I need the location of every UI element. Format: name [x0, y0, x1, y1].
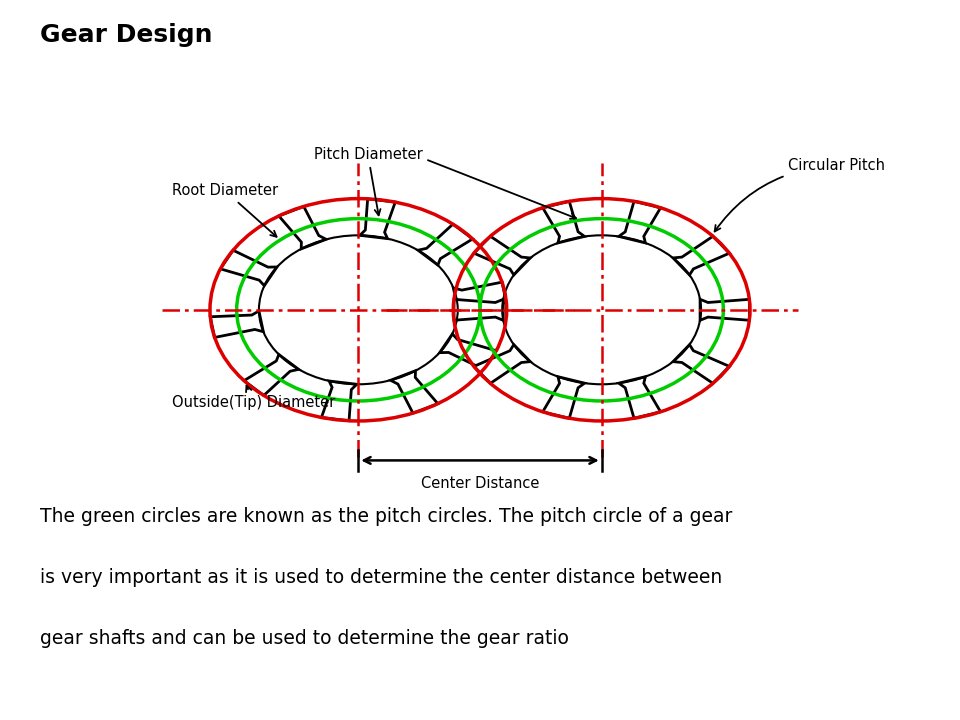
Circle shape: [502, 235, 701, 384]
Circle shape: [207, 197, 510, 423]
Text: Outside(Tip) Diameter: Outside(Tip) Diameter: [172, 386, 335, 410]
Polygon shape: [278, 207, 326, 249]
Polygon shape: [474, 236, 530, 275]
Polygon shape: [244, 354, 299, 395]
Text: Center Distance: Center Distance: [420, 476, 540, 491]
Polygon shape: [673, 345, 730, 383]
Text: Pitch Diameter: Pitch Diameter: [314, 147, 422, 215]
Text: Circular Pitch: Circular Pitch: [714, 158, 885, 231]
Polygon shape: [673, 236, 730, 275]
Polygon shape: [542, 377, 585, 418]
Polygon shape: [453, 282, 507, 309]
Polygon shape: [322, 381, 357, 420]
Polygon shape: [619, 202, 660, 243]
Polygon shape: [440, 334, 496, 369]
Polygon shape: [210, 311, 263, 338]
Text: gear shafts and can be used to determine the gear ratio: gear shafts and can be used to determine…: [39, 629, 568, 648]
Polygon shape: [221, 251, 277, 286]
Circle shape: [259, 235, 458, 384]
Polygon shape: [542, 202, 585, 243]
Text: The green circles are known as the pitch circles. The pitch circle of a gear: The green circles are known as the pitch…: [39, 507, 732, 526]
Polygon shape: [474, 345, 530, 383]
Text: is very important as it is used to determine the center distance between: is very important as it is used to deter…: [39, 568, 722, 587]
Polygon shape: [360, 199, 396, 238]
Polygon shape: [454, 300, 503, 320]
Polygon shape: [619, 377, 660, 418]
Polygon shape: [418, 224, 472, 265]
Text: Gear Design: Gear Design: [39, 23, 212, 47]
Circle shape: [450, 197, 753, 423]
Polygon shape: [391, 371, 438, 413]
Text: Root Diameter: Root Diameter: [172, 183, 277, 237]
Polygon shape: [700, 300, 750, 320]
